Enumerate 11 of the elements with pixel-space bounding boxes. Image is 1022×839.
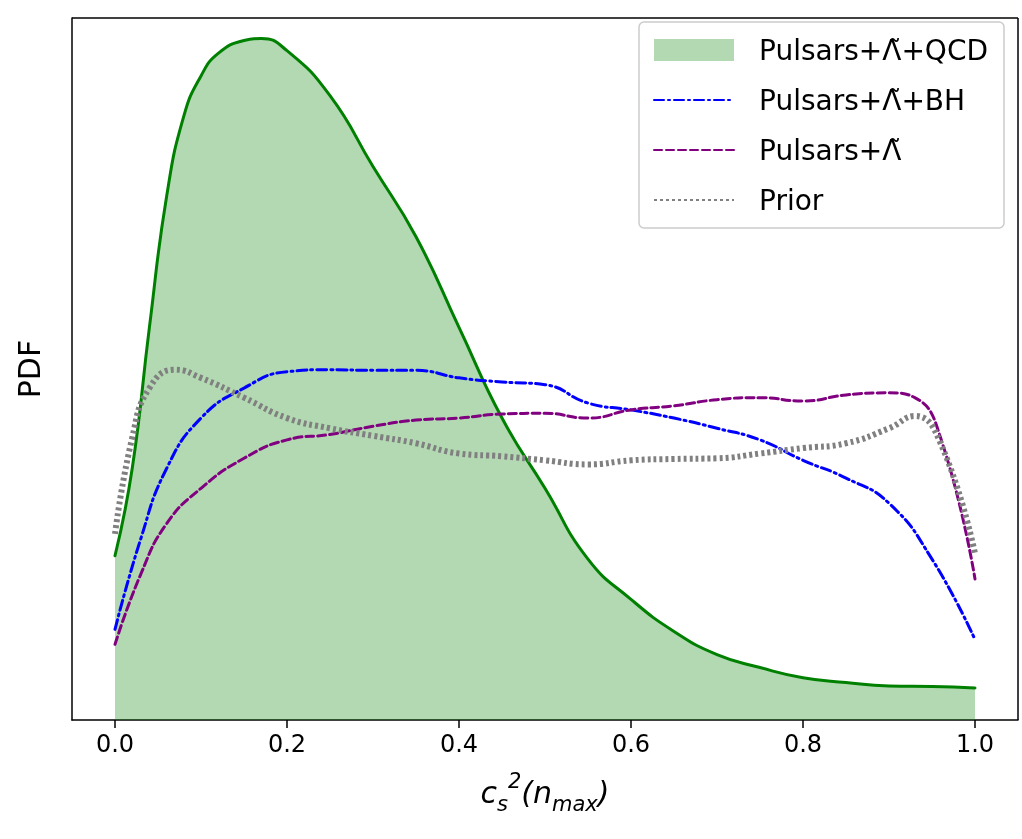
x-tick-label: 0.0 (95, 730, 135, 758)
x-tick-label: 0.2 (267, 730, 307, 758)
legend-label: Pulsars+Λ̃ (759, 133, 902, 167)
legend-label: Pulsars+Λ̃+BH (759, 83, 966, 117)
x-tick-label: 0.8 (783, 730, 823, 758)
x-tick-label: 0.4 (439, 730, 479, 758)
legend-label: Prior (759, 183, 824, 217)
legend-label: Pulsars+Λ̃+QCD (759, 33, 989, 67)
x-tick-label: 1.0 (955, 730, 995, 758)
x-tick-label: 0.6 (611, 730, 651, 758)
y-axis-title: PDF (11, 339, 47, 399)
